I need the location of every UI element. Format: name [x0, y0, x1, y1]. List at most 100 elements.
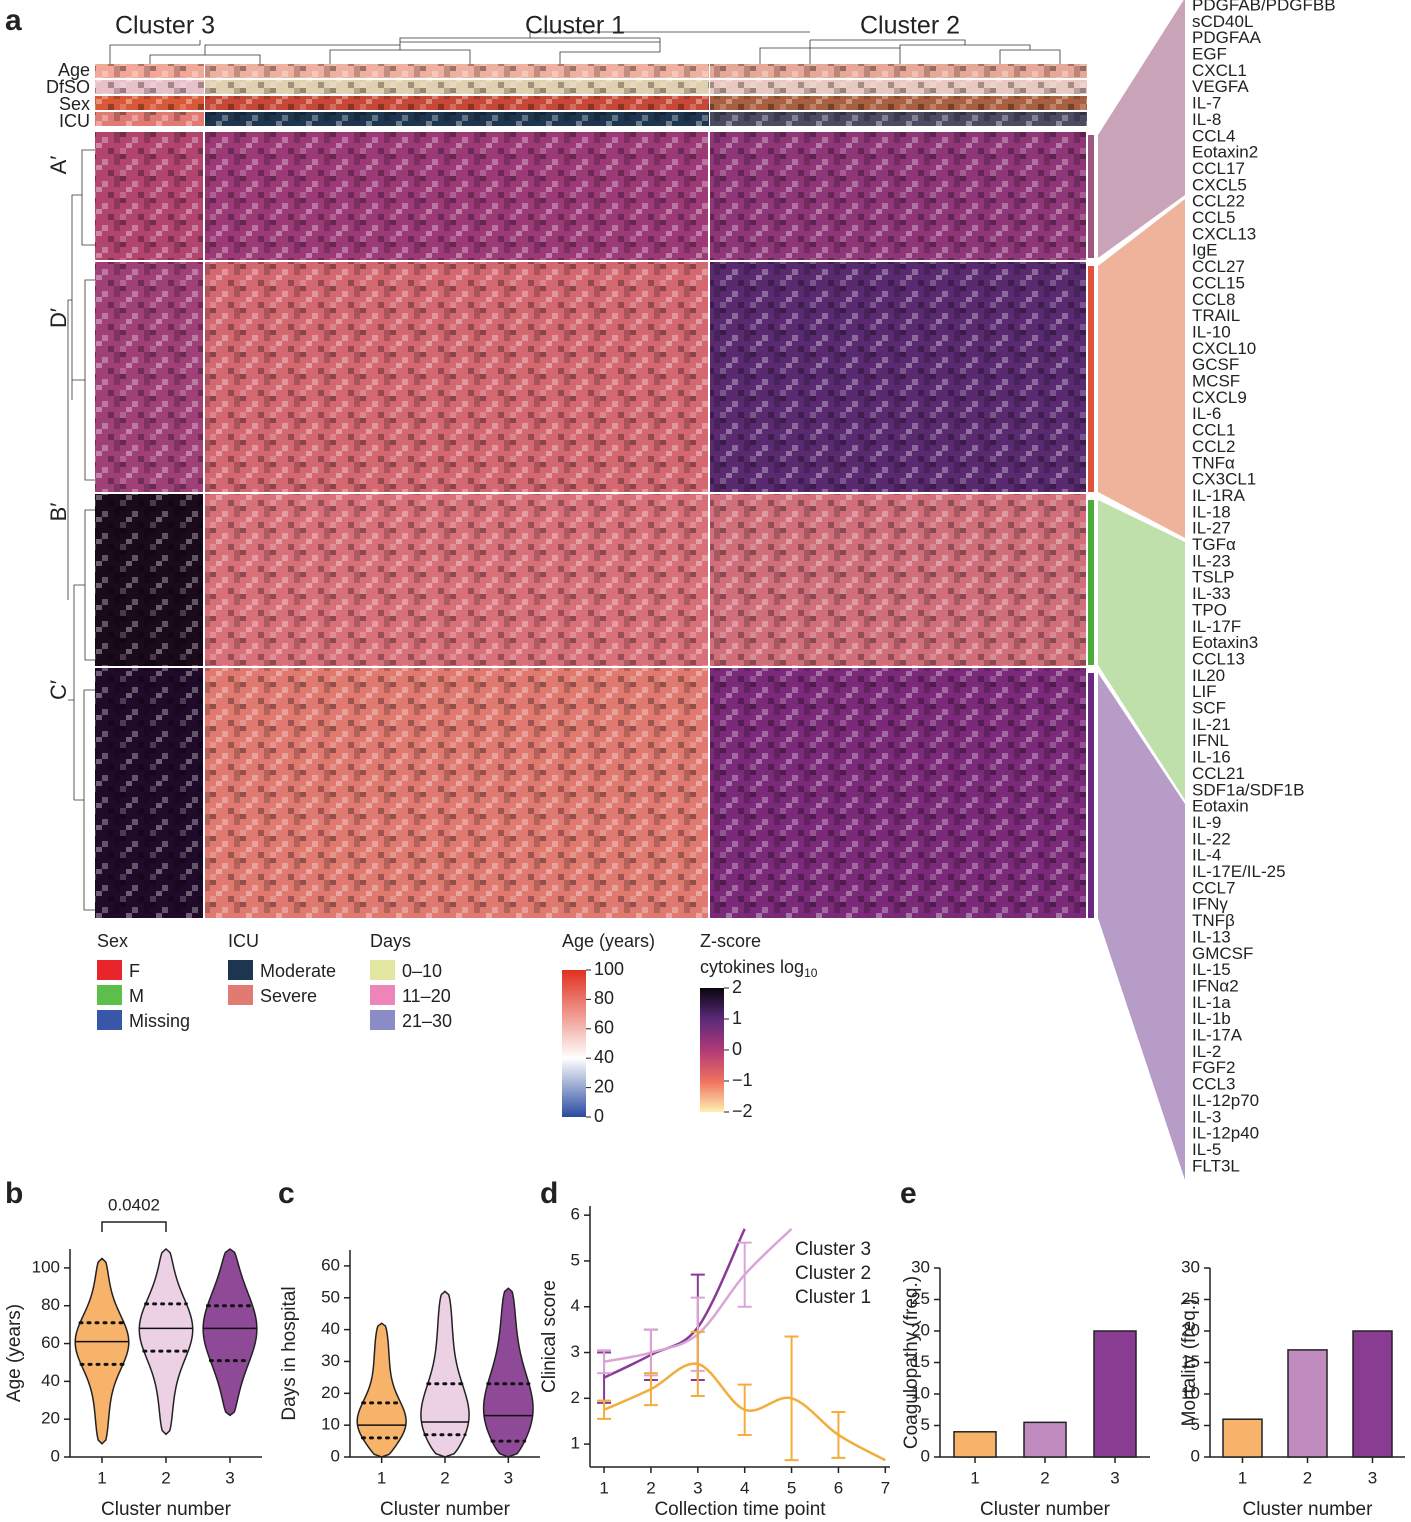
annotation-texture: [710, 64, 1087, 78]
x-tick-label: 3: [1110, 1468, 1119, 1487]
y-tick-label: 4: [571, 1296, 580, 1315]
y-tick-label: 30: [1181, 1257, 1200, 1276]
y-tick-label: 5: [921, 1415, 930, 1434]
cytokine-label: PDGFAB/PDGFBB: [1192, 0, 1336, 14]
x-axis-label: Cluster number: [380, 1499, 511, 1520]
panel-label: c: [278, 1177, 295, 1210]
error-bar: [737, 1241, 752, 1308]
cytokine-label: IL-1b: [1192, 1009, 1231, 1028]
cytokine-label: IL-8: [1192, 110, 1221, 129]
colorbar-title: Z-score: [700, 931, 761, 951]
x-tick-label: 2: [1303, 1468, 1312, 1487]
heatmap-texture: [95, 494, 203, 666]
cytokine-label: IFNα2: [1192, 976, 1239, 995]
cytokine-label: CCL27: [1192, 257, 1245, 276]
module-connector: [1098, 199, 1185, 538]
legend-title: ICU: [228, 931, 259, 951]
error-bar: [597, 1349, 612, 1375]
annotation-texture: [95, 64, 204, 78]
legend-swatch: [228, 960, 253, 980]
x-tick-label: 1: [97, 1468, 106, 1487]
legend-swatch: [370, 1010, 395, 1030]
legend-label: Cluster 3: [795, 1239, 871, 1260]
y-tick-label: 0: [921, 1446, 930, 1465]
legend-label: 11–20: [402, 986, 451, 1006]
annotation-label: Sex: [59, 94, 90, 114]
heatmap-texture: [205, 262, 708, 492]
cytokine-label: IL-10: [1192, 322, 1231, 341]
x-tick-label: 2: [161, 1468, 170, 1487]
cytokine-label: TNFβ: [1192, 911, 1235, 930]
x-tick-label: 3: [693, 1478, 702, 1497]
error-bar: [643, 1372, 658, 1407]
legend-swatch: [228, 985, 253, 1005]
y-tick-label: 25: [911, 1289, 930, 1308]
x-tick-label: 3: [1368, 1468, 1377, 1487]
cytokine-label: IgE: [1192, 241, 1218, 260]
significance-bracket: [101, 1221, 167, 1232]
cytokine-label: GCSF: [1192, 355, 1239, 374]
module-connector: [1098, 0, 1185, 258]
cytokine-label: SDF1a/SDF1B: [1192, 780, 1304, 799]
cytokine-label: IL20: [1192, 666, 1225, 685]
panel-label: d: [540, 1177, 558, 1210]
panel-label: e: [900, 1177, 917, 1210]
legend-swatch: [370, 985, 395, 1005]
cytokine-label: CCL7: [1192, 878, 1235, 897]
y-tick-label: 6: [571, 1205, 580, 1224]
cytokine-label: IL-6: [1192, 404, 1221, 423]
x-tick-label: 3: [225, 1468, 234, 1487]
cytokine-label: IL-27: [1192, 519, 1231, 538]
colorbar-tick-label: 40: [594, 1047, 614, 1067]
cytokine-label: PDGFAA: [1192, 28, 1262, 47]
y-tick-label: 0: [51, 1446, 60, 1465]
annotation-texture: [205, 96, 709, 110]
cytokine-label: SCF: [1192, 699, 1226, 718]
cytokine-label: CCL22: [1192, 192, 1245, 211]
y-tick-label: 10: [1181, 1383, 1200, 1402]
cytokine-label: TNFα: [1192, 453, 1235, 472]
x-axis-label: Cluster number: [1243, 1499, 1374, 1520]
y-tick-label: 10: [911, 1383, 930, 1402]
dendrograms: [67, 31, 1061, 911]
cytokine-label: CCL3: [1192, 1075, 1235, 1094]
legend-title: Sex: [97, 931, 128, 951]
heatmap-texture: [205, 494, 708, 666]
annotation-label: ICU: [59, 111, 90, 131]
y-tick-label: 2: [571, 1388, 580, 1407]
cytokine-label: IL-16: [1192, 748, 1231, 767]
cytokine-label: Eotaxin3: [1192, 633, 1258, 652]
heatmap-texture: [95, 668, 203, 918]
cytokine-label: Eotaxin: [1192, 797, 1249, 816]
error-bar: [737, 1383, 752, 1436]
heatmap-texture: [205, 668, 708, 918]
x-tick-label: 1: [970, 1468, 979, 1487]
cytokine-label: CCL8: [1192, 290, 1235, 309]
module-bar: [1088, 135, 1094, 258]
cytokine-label: TPO: [1192, 600, 1227, 619]
x-tick-label: 2: [646, 1478, 655, 1497]
bar: [1023, 1421, 1067, 1458]
cytokine-label: IL-13: [1192, 927, 1231, 946]
x-tick-label: 4: [740, 1478, 749, 1497]
series-line: [603, 1228, 746, 1379]
x-tick-label: 1: [377, 1468, 386, 1487]
module-connector: [1098, 500, 1185, 800]
error-bar: [690, 1330, 705, 1398]
legend-label: Missing: [129, 1011, 190, 1031]
y-tick-label: 20: [1181, 1320, 1200, 1339]
y-tick-label: 20: [911, 1320, 930, 1339]
legend-label: 0–10: [402, 961, 442, 981]
module-label: D′: [46, 308, 71, 328]
y-tick-label: 50: [321, 1287, 340, 1306]
y-axis-label: Clinical score: [539, 1280, 560, 1393]
cytokine-label: IL-12p70: [1192, 1091, 1259, 1110]
cytokine-label: IL-21: [1192, 715, 1231, 734]
cytokine-label: MCSF: [1192, 372, 1240, 391]
colorbar-subtitle-text: cytokines log: [700, 957, 804, 977]
heatmap-texture: [710, 668, 1086, 918]
colorbar-tick-label: −2: [732, 1101, 753, 1121]
heatmap-texture: [95, 132, 203, 260]
legend-label: 21–30: [402, 1011, 452, 1031]
